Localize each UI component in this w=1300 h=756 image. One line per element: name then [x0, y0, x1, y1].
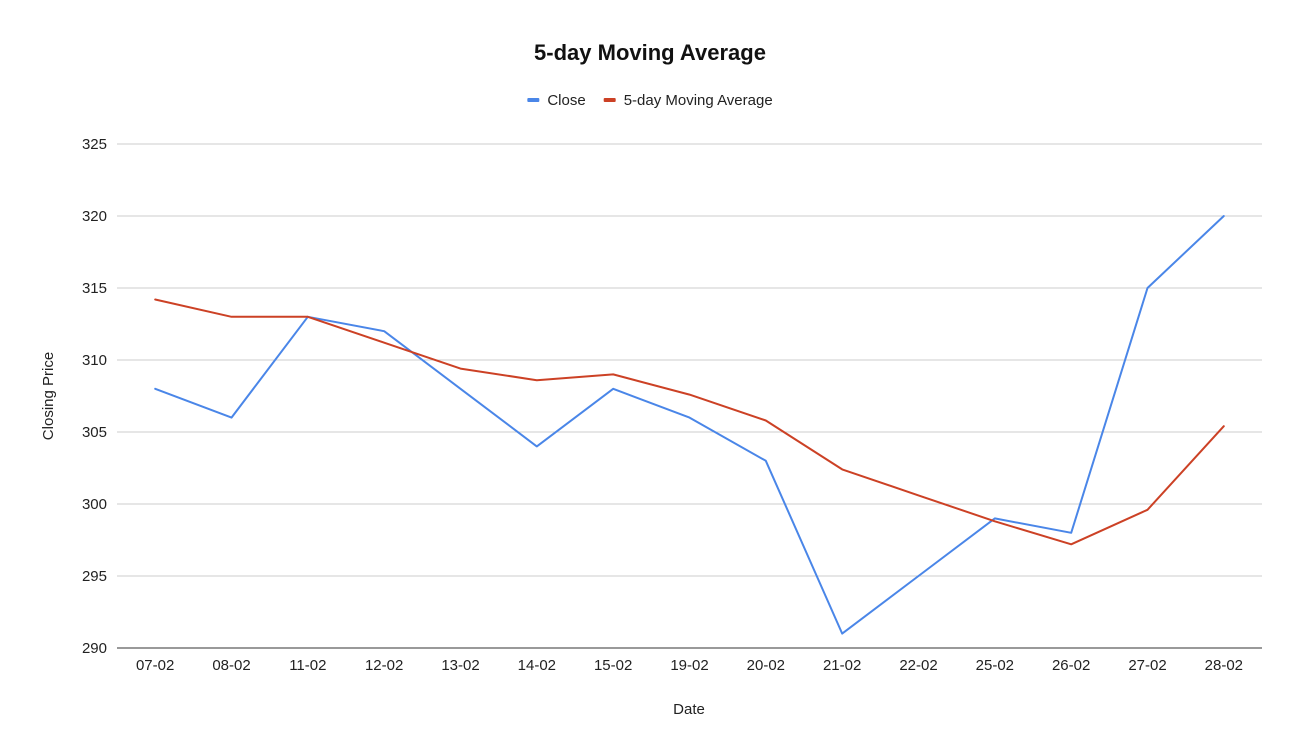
- legend: Close 5-day Moving Average: [527, 92, 773, 109]
- legend-swatch: [603, 98, 616, 102]
- series-line-close: [154, 215, 1225, 635]
- y-tick-label: 325: [82, 136, 107, 153]
- x-tick-label: 13-02: [441, 657, 479, 674]
- x-tick-label: 12-02: [365, 657, 403, 674]
- x-tick-label: 25-02: [976, 657, 1014, 674]
- legend-label: 5-day Moving Average: [624, 92, 773, 109]
- x-tick-label: 27-02: [1128, 657, 1166, 674]
- y-tick-label: 295: [82, 568, 107, 585]
- x-tick-label: 19-02: [670, 657, 708, 674]
- y-tick-label: 300: [82, 496, 107, 513]
- series-line-5-day-moving-average: [154, 298, 1225, 546]
- legend-label: Close: [547, 92, 585, 109]
- x-tick-label: 20-02: [747, 657, 785, 674]
- y-tick-label: 305: [82, 424, 107, 441]
- x-tick-label: 28-02: [1205, 657, 1243, 674]
- y-tick-label: 310: [82, 352, 107, 369]
- x-tick-label: 07-02: [136, 657, 174, 674]
- x-tick-label: 14-02: [518, 657, 556, 674]
- y-axis-title: Closing Price: [40, 352, 57, 440]
- series-lines: [154, 215, 1225, 635]
- legend-item: 5-day Moving Average: [603, 92, 773, 109]
- y-tick-label: 320: [82, 208, 107, 225]
- x-axis-title: Date: [673, 701, 705, 718]
- y-tick-label: 290: [82, 640, 107, 657]
- x-tick-label: 26-02: [1052, 657, 1090, 674]
- legend-swatch: [527, 98, 540, 102]
- y-axis-ticks: 290 295 300 305 310 315 320 325: [82, 136, 107, 657]
- x-tick-label: 22-02: [899, 657, 937, 674]
- legend-item: Close: [527, 92, 586, 109]
- grid-lines: [117, 143, 1262, 649]
- x-tick-label: 21-02: [823, 657, 861, 674]
- x-axis-ticks: 07-02 08-02 11-02 12-02 13-02 14-02 15-02 19-02…: [136, 657, 1243, 674]
- x-tick-label: 15-02: [594, 657, 632, 674]
- chart-title: 5-day Moving Average: [534, 40, 766, 65]
- x-tick-label: 11-02: [289, 657, 326, 674]
- x-tick-label: 08-02: [212, 657, 250, 674]
- y-tick-label: 315: [82, 280, 107, 297]
